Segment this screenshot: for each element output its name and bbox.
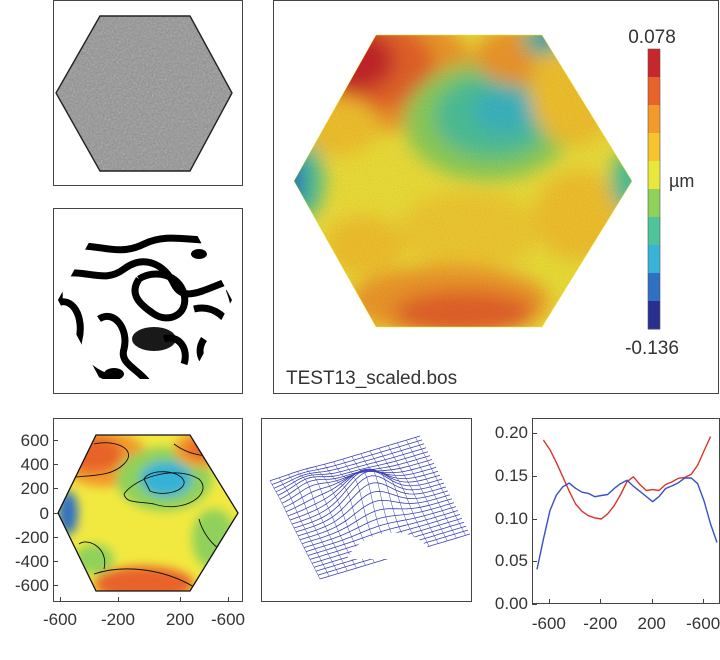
colorbar-segment — [648, 133, 660, 162]
contour-x-tick-label: -600 — [42, 610, 78, 629]
colorbar-min-label: -0.136 — [625, 338, 679, 359]
contour-x-tick-label: 200 — [165, 610, 195, 629]
profile-y-tick-mark — [532, 561, 537, 563]
colorbar-segment — [648, 189, 660, 218]
main-color-map: 0.078 -0.136 µm TEST13_scaled.bos — [286, 27, 694, 389]
fringe-map-panel — [53, 208, 243, 394]
colorbar-segment — [648, 273, 660, 302]
profile-y-tick-label: 0.15 — [494, 465, 528, 485]
profile-chart — [536, 436, 718, 570]
series-line-1 — [536, 477, 718, 570]
contour-x-tick-mark — [228, 597, 229, 602]
contour-y-tick-label: 400 — [20, 455, 49, 475]
colorbar-segment — [648, 301, 660, 330]
wireframe-surface — [269, 435, 471, 580]
colorbar-unit-label: µm — [669, 171, 694, 191]
profile-y-tick-mark — [532, 475, 537, 477]
profile-y-tick-mark — [532, 518, 537, 520]
colorbar-segment — [648, 217, 660, 246]
wireframe-hole — [347, 532, 434, 559]
profile-y-tick-label: 0.10 — [494, 508, 528, 528]
profile-y-tick-label: 0.00 — [494, 594, 528, 613]
contour-y-tick-mark — [53, 464, 58, 466]
contour-x-tick-mark — [118, 597, 119, 602]
contour-x-tick-mark — [180, 597, 181, 602]
profile-y-tick-mark — [532, 433, 537, 434]
contour-y-tick-mark — [53, 585, 58, 586]
contour-y-tick-mark — [53, 560, 58, 562]
contour-y-tick-mark — [53, 440, 58, 441]
profile-x-tick-mark — [548, 599, 550, 604]
profile-y-tick-label: 0.05 — [494, 551, 528, 571]
contour-x-tick-label: -200 — [100, 610, 136, 629]
contour-y-tick-label: -400 — [14, 551, 49, 571]
main-map-panel: 0.078 -0.136 µm TEST13_scaled.bos — [273, 0, 719, 394]
profile-x-tick-mark — [651, 599, 653, 604]
colorbar — [647, 48, 661, 330]
profile-y-tick-mark — [532, 604, 537, 605]
wireframe-panel — [261, 418, 472, 602]
contour-y-tick-mark — [53, 488, 58, 490]
colorbar-segment — [648, 77, 660, 106]
profile-x-tick-label: -600 — [686, 614, 720, 633]
filename-label: TEST13_scaled.bos — [286, 368, 457, 389]
contour-y-tick-label: -200 — [14, 527, 49, 547]
profile-y-tick-label: 0.20 — [494, 423, 528, 442]
profile-x-tick-label: 200 — [637, 614, 666, 633]
grayscale-map — [55, 15, 233, 172]
fringe-map — [58, 222, 232, 379]
contour-plot-panel — [53, 418, 243, 602]
profile-x-tick-label: -200 — [583, 614, 618, 633]
contour-x-tick-label: -600 — [210, 610, 246, 629]
contour-plot — [57, 434, 239, 592]
contour-y-tick-label: 600 — [20, 431, 49, 450]
colorbar-max-label: 0.078 — [628, 27, 676, 48]
series-line-0 — [542, 436, 712, 520]
contour-y-tick-label: 0 — [39, 503, 49, 523]
grayscale-map-panel — [53, 0, 243, 186]
profile-x-tick-label: -600 — [531, 614, 566, 633]
profile-x-tick-mark — [703, 599, 705, 604]
colorbar-segment — [648, 49, 660, 78]
contour-y-tick-mark — [53, 512, 58, 514]
profile-x-tick-mark — [600, 599, 602, 604]
colorbar-segment — [648, 161, 660, 190]
contour-y-tick-label: -600 — [14, 576, 49, 595]
colorbar-segment — [648, 105, 660, 134]
contour-y-tick-label: 200 — [20, 479, 49, 499]
contour-y-tick-mark — [53, 536, 58, 538]
contour-x-tick-mark — [60, 597, 61, 602]
profile-chart-panel — [532, 418, 720, 604]
colorbar-segment — [648, 245, 660, 274]
